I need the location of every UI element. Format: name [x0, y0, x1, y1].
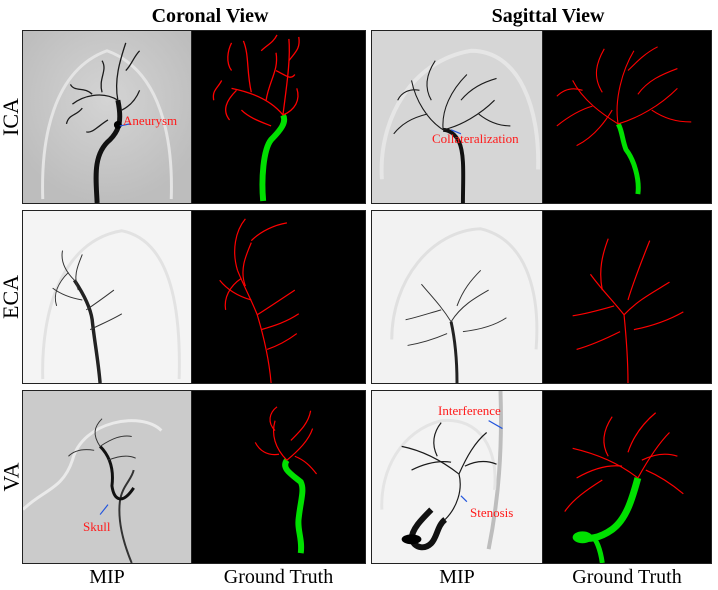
skull-annotation: Skull	[83, 519, 111, 534]
row-label-ica: ICA	[0, 98, 24, 136]
column-label-mip-coronal: MIP	[89, 566, 125, 588]
ica-coronal-mip-image: Aneurysm	[22, 30, 192, 204]
ica-sagittal-ground-truth-image	[542, 30, 712, 204]
aneurysm-annotation: Aneurysm	[123, 113, 178, 128]
ica-coronal-ground-truth-image	[191, 30, 366, 204]
interference-annotation: Interference	[438, 403, 501, 418]
va-sagittal-ground-truth-image	[542, 390, 712, 564]
column-label-ground-truth-sagittal: Ground Truth	[572, 566, 682, 588]
row-label-eca: ECA	[0, 275, 23, 319]
row-label-va: VA	[0, 462, 24, 492]
coronal-view-title: Coronal View	[151, 5, 269, 27]
stenosis-annotation: Stenosis	[470, 505, 514, 520]
eca-coronal-mip-image	[22, 210, 192, 384]
column-label-mip-sagittal: MIP	[439, 566, 475, 588]
va-sagittal-mip-image: Interference Stenosis	[371, 390, 543, 564]
column-label-ground-truth-coronal: Ground Truth	[223, 566, 334, 588]
collateralization-annotation: Collateralization	[432, 131, 519, 146]
eca-sagittal-mip-image	[371, 210, 543, 384]
eca-coronal-ground-truth-image	[191, 210, 366, 384]
eca-sagittal-ground-truth-image	[542, 210, 712, 384]
va-coronal-ground-truth-image	[191, 390, 366, 564]
sagittal-view-title: Sagittal View	[491, 5, 605, 27]
va-coronal-mip-image: Skull	[22, 390, 192, 564]
ica-sagittal-mip-image: Collateralization	[371, 30, 543, 204]
